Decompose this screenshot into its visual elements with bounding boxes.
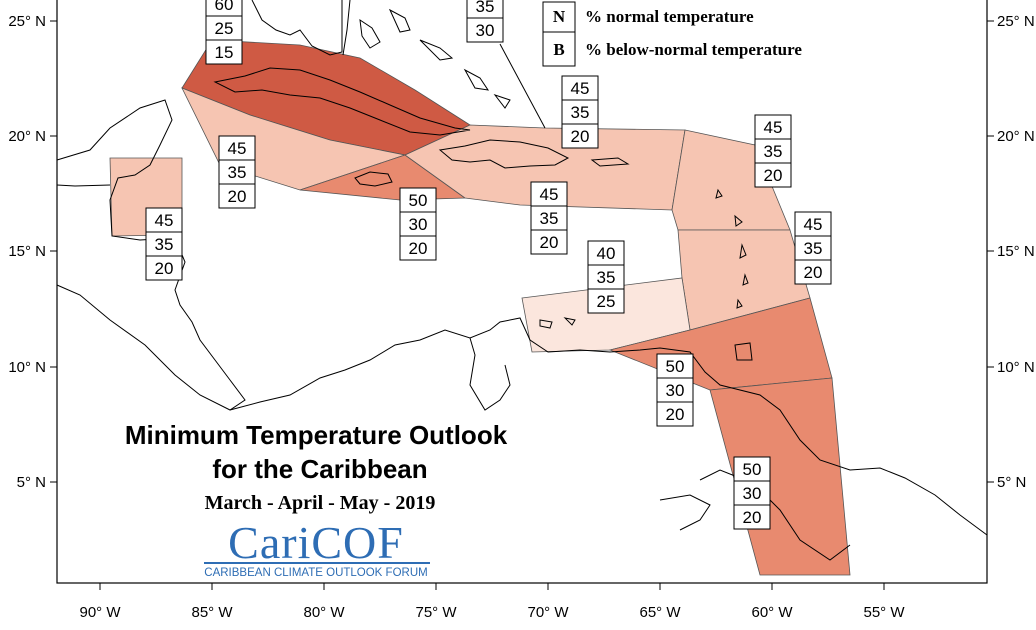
- probability-box-leeward: 45 35 20: [754, 114, 792, 188]
- bahamas-above: 60: [215, 0, 234, 14]
- bahamas-below: 15: [215, 43, 234, 62]
- latitude-axis-left: 25° N 20° N 15° N 10° N 5° N: [8, 13, 57, 491]
- title-line-1: Minimum Temperature Outlook: [125, 420, 508, 450]
- legend-letter-b: B: [553, 40, 564, 59]
- lat-tick-20n-right: 20° N: [997, 128, 1035, 145]
- coastlines: [56, 0, 988, 561]
- windward-normal: 35: [804, 239, 823, 258]
- probability-box-guianas: 50 30 20: [733, 456, 771, 530]
- probability-box-windward: 45 35 20: [794, 211, 832, 285]
- probability-box-trinidad: 50 30 20: [656, 353, 694, 427]
- title-period: March - April - May - 2019: [205, 492, 436, 514]
- belize-above: 45: [155, 211, 174, 230]
- jamaica-normal: 30: [409, 215, 428, 234]
- belize-below: 20: [155, 259, 174, 278]
- belize-normal: 35: [155, 235, 174, 254]
- windward-above: 45: [804, 215, 823, 234]
- abc-above: 40: [597, 244, 616, 263]
- caricof-logo: CariCOF CARIBBEAN CLIMATE OUTLOOK FORUM: [204, 517, 430, 579]
- guianas-below: 20: [743, 508, 762, 527]
- lat-tick-20n-left: 20° N: [8, 128, 46, 145]
- hispaniola-below: 20: [540, 233, 559, 252]
- legend-text-normal: % normal temperature: [585, 7, 754, 26]
- legend: N % normal temperature B % below-normal …: [542, 1, 802, 67]
- bahamas-normal: 25: [215, 19, 234, 38]
- probability-box-jamaica: 50 30 20: [399, 187, 437, 261]
- guianas-above: 50: [743, 460, 762, 479]
- probability-box-cayman: 45 35 20: [218, 135, 256, 209]
- probability-box-belize: 45 35 20: [145, 207, 183, 281]
- hispaniola-above: 45: [540, 185, 559, 204]
- abc-below: 25: [597, 292, 616, 311]
- probability-box-abc: 40 35 25: [587, 240, 625, 314]
- probability-box-bahamas: 60 25 15: [205, 0, 243, 65]
- lat-tick-10n-right: 10° N: [997, 359, 1035, 376]
- cayman-normal: 35: [228, 163, 247, 182]
- lon-tick-55w: 55° W: [863, 604, 905, 621]
- trinidad-normal: 30: [666, 381, 685, 400]
- lat-tick-5n-left: 5° N: [17, 474, 46, 491]
- probability-box-northern: 45 35 20: [561, 75, 599, 149]
- lat-tick-25n-right: 25° N: [997, 13, 1035, 30]
- northern-normal: 35: [571, 103, 590, 122]
- trinidad-below: 20: [666, 405, 685, 424]
- leeward-normal: 35: [764, 142, 783, 161]
- legend-text-below: % below-normal temperature: [585, 40, 802, 59]
- leeward-below: 20: [764, 166, 783, 185]
- logo-wordmark: CariCOF: [228, 517, 404, 568]
- lon-tick-90w: 90° W: [79, 604, 121, 621]
- leeward-above: 45: [764, 118, 783, 137]
- lon-tick-70w: 70° W: [527, 604, 569, 621]
- trinidad-above: 50: [666, 357, 685, 376]
- lat-tick-10n-left: 10° N: [8, 359, 46, 376]
- guianas-normal: 30: [743, 484, 762, 503]
- lat-tick-25n-left: 25° N: [8, 13, 46, 30]
- lat-tick-15n-left: 15° N: [8, 243, 46, 260]
- windward-below: 20: [804, 263, 823, 282]
- lon-tick-85w: 85° W: [191, 604, 233, 621]
- lon-tick-60w: 60° W: [751, 604, 793, 621]
- cayman-above: 45: [228, 139, 247, 158]
- lat-tick-5n-right: 5° N: [997, 474, 1026, 491]
- title-line-2: for the Caribbean: [212, 454, 427, 484]
- map-title: Minimum Temperature Outlook for the Cari…: [125, 420, 508, 514]
- lon-tick-75w: 75° W: [415, 604, 457, 621]
- jamaica-above: 50: [409, 191, 428, 210]
- leader-line-turks: [499, 43, 546, 129]
- longitude-axis: 90° W 85° W 80° W 75° W 70° W 65° W 60° …: [79, 583, 905, 621]
- turks-normal: 35: [476, 0, 495, 16]
- cayman-below: 20: [228, 187, 247, 206]
- abc-normal: 35: [597, 268, 616, 287]
- lon-tick-80w: 80° W: [303, 604, 345, 621]
- northern-below: 20: [571, 127, 590, 146]
- probability-box-hispaniola: 45 35 20: [530, 181, 568, 255]
- lon-tick-65w: 65° W: [639, 604, 681, 621]
- jamaica-below: 20: [409, 239, 428, 258]
- probability-box-turks: 35 30: [466, 0, 504, 43]
- logo-subtitle: CARIBBEAN CLIMATE OUTLOOK FORUM: [204, 567, 427, 579]
- turks-below: 30: [476, 21, 495, 40]
- hispaniola-normal: 35: [540, 209, 559, 228]
- legend-letter-n: N: [553, 7, 566, 26]
- northern-above: 45: [571, 79, 590, 98]
- latitude-axis-right: 25° N 20° N 15° N 10° N 5° N: [987, 13, 1035, 491]
- lat-tick-15n-right: 15° N: [997, 243, 1035, 260]
